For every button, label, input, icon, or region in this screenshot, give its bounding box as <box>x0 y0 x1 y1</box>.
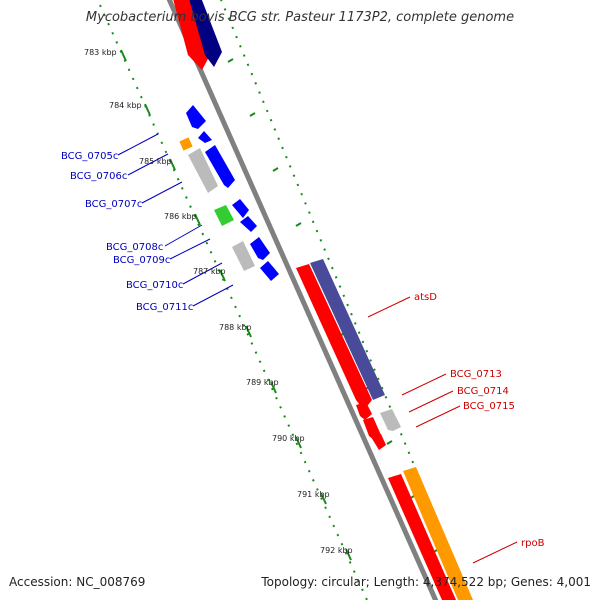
gene-bcg0715-red[interactable] <box>371 434 386 450</box>
reverse-strand-genes <box>179 105 279 281</box>
tick-label-788: 788 kbp <box>219 323 252 332</box>
tick-label-789: 789 kbp <box>246 378 279 387</box>
gene-label-bcg0707c[interactable]: BCG_0707c <box>85 199 142 210</box>
major-ticks <box>120 49 352 561</box>
gene-atsD-slate[interactable] <box>310 259 385 400</box>
gene-bcg0707c-blue[interactable] <box>205 145 235 188</box>
gene-bcg0715-gray[interactable] <box>380 409 401 431</box>
tick-label-791: 791 kbp <box>297 490 330 499</box>
tick-label-784: 784 kbp <box>109 101 142 110</box>
gene-rpoB-red[interactable] <box>388 474 456 600</box>
gene-top-navy[interactable] <box>188 0 222 67</box>
gene-bcg0706c-gray[interactable] <box>188 148 218 193</box>
gene-label-bcg0714[interactable]: BCG_0714 <box>457 386 509 397</box>
accession-text: Accession: NC_008769 <box>9 575 145 589</box>
tick-label-786: 786 kbp <box>164 212 197 221</box>
gene-label-bcg0713[interactable]: BCG_0713 <box>450 369 502 380</box>
tick-labels: 783 kbp 784 kbp 785 kbp 786 kbp 787 kbp … <box>84 48 353 555</box>
right-gene-labels: atsD BCG_0713 BCG_0714 BCG_0715 rpoB <box>414 292 545 549</box>
tick-label-785: 785 kbp <box>139 157 172 166</box>
gene-bcg0708c-green[interactable] <box>214 205 234 226</box>
gene-label-atsD[interactable]: atsD <box>414 292 437 303</box>
right-leader-lines <box>367 296 518 564</box>
left-gene-labels: BCG_0705c BCG_0706c BCG_0707c BCG_0708c … <box>61 151 193 313</box>
gene-blue-3[interactable] <box>250 237 270 260</box>
gene-top-red[interactable] <box>172 0 210 70</box>
gene-bcg0713[interactable] <box>356 402 372 420</box>
gene-label-bcg0715[interactable]: BCG_0715 <box>463 401 515 412</box>
gene-rpoB-orange[interactable] <box>403 467 473 600</box>
tick-label-792: 792 kbp <box>320 546 353 555</box>
gene-blue-2[interactable] <box>198 131 212 143</box>
gene-bcg0710c-blue[interactable] <box>240 216 257 232</box>
topology-text: Topology: circular; Length: 4,374,522 bp… <box>260 575 591 589</box>
tick-label-790: 790 kbp <box>272 434 305 443</box>
tick-label-783: 783 kbp <box>84 48 117 57</box>
left-leader-lines <box>117 133 234 307</box>
backbone-inner-line <box>163 0 432 600</box>
gene-bcg0705c-orange[interactable] <box>179 137 193 151</box>
gene-label-bcg0710c[interactable]: BCG_0710c <box>126 280 183 291</box>
gene-label-bcg0711c[interactable]: BCG_0711c <box>136 302 193 313</box>
gene-blue-1[interactable] <box>186 105 206 129</box>
gene-label-bcg0706c[interactable]: BCG_0706c <box>70 171 127 182</box>
gene-label-bcg0705c[interactable]: BCG_0705c <box>61 151 118 162</box>
forward-strand-genes <box>172 0 473 600</box>
gene-blue-4[interactable] <box>260 261 279 281</box>
gene-atsD-red[interactable] <box>296 264 372 410</box>
gene-bcg0711c-gray[interactable] <box>232 241 255 271</box>
backbone-outer-line <box>166 0 439 600</box>
gene-bcg0714[interactable] <box>363 417 381 440</box>
tick-label-787: 787 kbp <box>193 267 226 276</box>
gene-label-bcg0708c[interactable]: BCG_0708c <box>106 242 163 253</box>
map-title: Mycobacterium bovis BCG str. Pasteur 117… <box>86 10 514 25</box>
gene-bcg0709c-blue[interactable] <box>232 199 249 218</box>
gene-label-rpoB[interactable]: rpoB <box>521 538 545 549</box>
gene-label-bcg0709c[interactable]: BCG_0709c <box>113 255 170 266</box>
